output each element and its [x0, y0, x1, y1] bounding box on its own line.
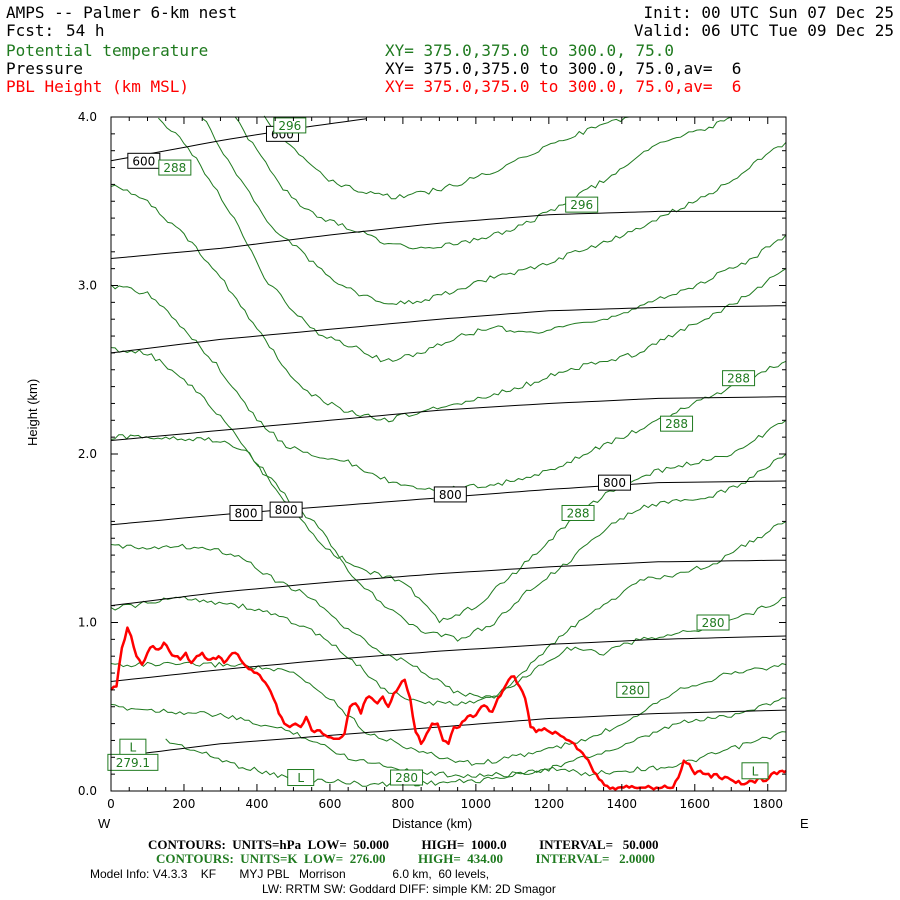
theta-contour-284: [110, 661, 787, 766]
init-time: Init: 00 UTC Sun 07 Dec 25: [643, 3, 894, 22]
theta-label-box: [722, 370, 756, 387]
theta-label-box: [390, 769, 424, 786]
theta-label: 288: [567, 506, 590, 520]
y-tick-label: 4.0: [78, 110, 97, 124]
model-title: AMPS -- Palmer 6-km nest: [6, 3, 238, 22]
theta-label-box: [696, 614, 730, 631]
theta-contour-292: [201, 117, 787, 306]
theta-label-box: [660, 415, 694, 432]
west-label: W: [98, 816, 111, 831]
pressure-contour-950: [110, 635, 787, 682]
field-xy-pressure: XY= 375.0,375.0 to 300.0, 75.0,av= 6: [385, 59, 742, 78]
pressure-contour-900: [110, 559, 787, 607]
theta-contour-288: [110, 284, 787, 491]
theta-contour-288: [110, 184, 787, 423]
theta-label-box: [616, 681, 650, 698]
x-tick-label: 800: [391, 797, 414, 811]
forecast-hours: 54 h: [66, 21, 105, 40]
theta-label: 296: [278, 119, 301, 133]
x-tick-label: 400: [245, 797, 268, 811]
annotation-text: 279.1: [116, 756, 150, 770]
annotation-text: L: [297, 771, 304, 785]
y-tick-label: 1.0: [78, 616, 97, 630]
theta-contour-280: [110, 520, 787, 699]
annotation-box: [287, 769, 315, 787]
y-axis-label: Height (km): [25, 378, 40, 446]
theta-contour-280: [165, 731, 787, 787]
y-tick-label: 3.0: [78, 279, 97, 293]
pressure-contour-1000: [110, 709, 787, 758]
y-tick-label: 0.0: [78, 784, 97, 798]
model-info: Model Info: V4.3.3 KF MYJ PBL Morrison 6…: [90, 867, 490, 881]
field-name-theta: Potential temperature: [6, 41, 209, 60]
theta-label: 280: [702, 616, 725, 630]
field-xy-theta: XY= 375.0,375.0 to 300.0, 75.0: [385, 41, 674, 60]
theta-contour-288: [110, 434, 787, 642]
x-tick-label: 0: [107, 797, 115, 811]
pbl-height-series: [110, 626, 787, 791]
pressure-label: 600: [132, 154, 155, 168]
east-label: E: [800, 816, 809, 831]
x-axis-label: Distance (km): [392, 816, 473, 831]
plot-frame: [110, 116, 787, 792]
theta-label: 288: [163, 161, 186, 175]
theta-label: 296: [570, 198, 593, 212]
theta-contour-288: [110, 347, 787, 624]
theta-contour-286: [110, 595, 787, 706]
pressure-label-box: [433, 486, 467, 503]
pressure-contour-650: [110, 118, 367, 162]
pressure-contour-700: [110, 210, 786, 259]
x-tick-label: 1600: [680, 797, 711, 811]
theta-label: 288: [665, 417, 688, 431]
theta-contour-294: [234, 116, 732, 250]
pressure-label-box: [229, 504, 263, 521]
forecast-label: Fcst:: [6, 21, 55, 40]
pressure-contour-750: [110, 305, 787, 354]
theta-label-box: [565, 196, 599, 213]
theta-contours-info: CONTOURS: UNITS=K LOW= 276.00 HIGH= 434.…: [156, 851, 655, 866]
x-tick-label: 1800: [752, 797, 783, 811]
pressure-label-box: [269, 501, 303, 518]
x-tick-label: 200: [173, 797, 196, 811]
x-tick-label: 1200: [534, 797, 565, 811]
pressure-label-box: [598, 474, 632, 491]
pressure-contour-800: [110, 396, 787, 441]
pressure-label: 800: [603, 476, 626, 490]
pressure-label: 800: [439, 488, 462, 502]
pressure-label: 800: [235, 506, 258, 520]
x-tick-label: 600: [318, 797, 341, 811]
theta-label: 280: [395, 771, 418, 785]
physics-info: LW: RRTM SW: Goddard DIFF: simple KM: 2D…: [262, 882, 556, 896]
x-tick-label: 1000: [461, 797, 492, 811]
pressure-contours: [110, 118, 787, 758]
theta-contours: [110, 115, 787, 787]
field-name-pressure: Pressure: [6, 59, 84, 78]
y-tick-label: 2.0: [78, 447, 97, 461]
chart-axes: 0 200 400 600 800 1000 1200 1400 1600 1800 0.0 1.0 2…: [78, 110, 787, 811]
pbl-height-line: [110, 626, 787, 791]
valid-time: Valid: 06 UTC Tue 09 Dec 25: [633, 21, 894, 40]
field-xy-pbl: XY= 375.0,375.0 to 300.0, 75.0,av= 6: [385, 77, 742, 96]
field-name-pbl: PBL Height (km MSL): [6, 77, 190, 96]
annotation-box: [107, 753, 159, 771]
theta-label-box: [158, 159, 192, 176]
theta-label: 280: [621, 683, 644, 697]
x-tick-label: 1400: [607, 797, 638, 811]
theta-label-box: [561, 504, 595, 521]
pressure-contours-info: CONTOURS: UNITS=hPa LOW= 50.000 HIGH= 10…: [148, 837, 659, 852]
theta-contour-282: [110, 697, 787, 779]
theta-label: 288: [727, 372, 750, 386]
theta-label-box: [273, 117, 307, 134]
annotation-text: L: [752, 764, 759, 778]
annotation-box: [741, 762, 769, 780]
pressure-label: 800: [275, 503, 298, 517]
theta-contour-296: [263, 115, 630, 200]
theta-contour-290: [158, 117, 787, 363]
annotation-text: L: [130, 741, 137, 755]
